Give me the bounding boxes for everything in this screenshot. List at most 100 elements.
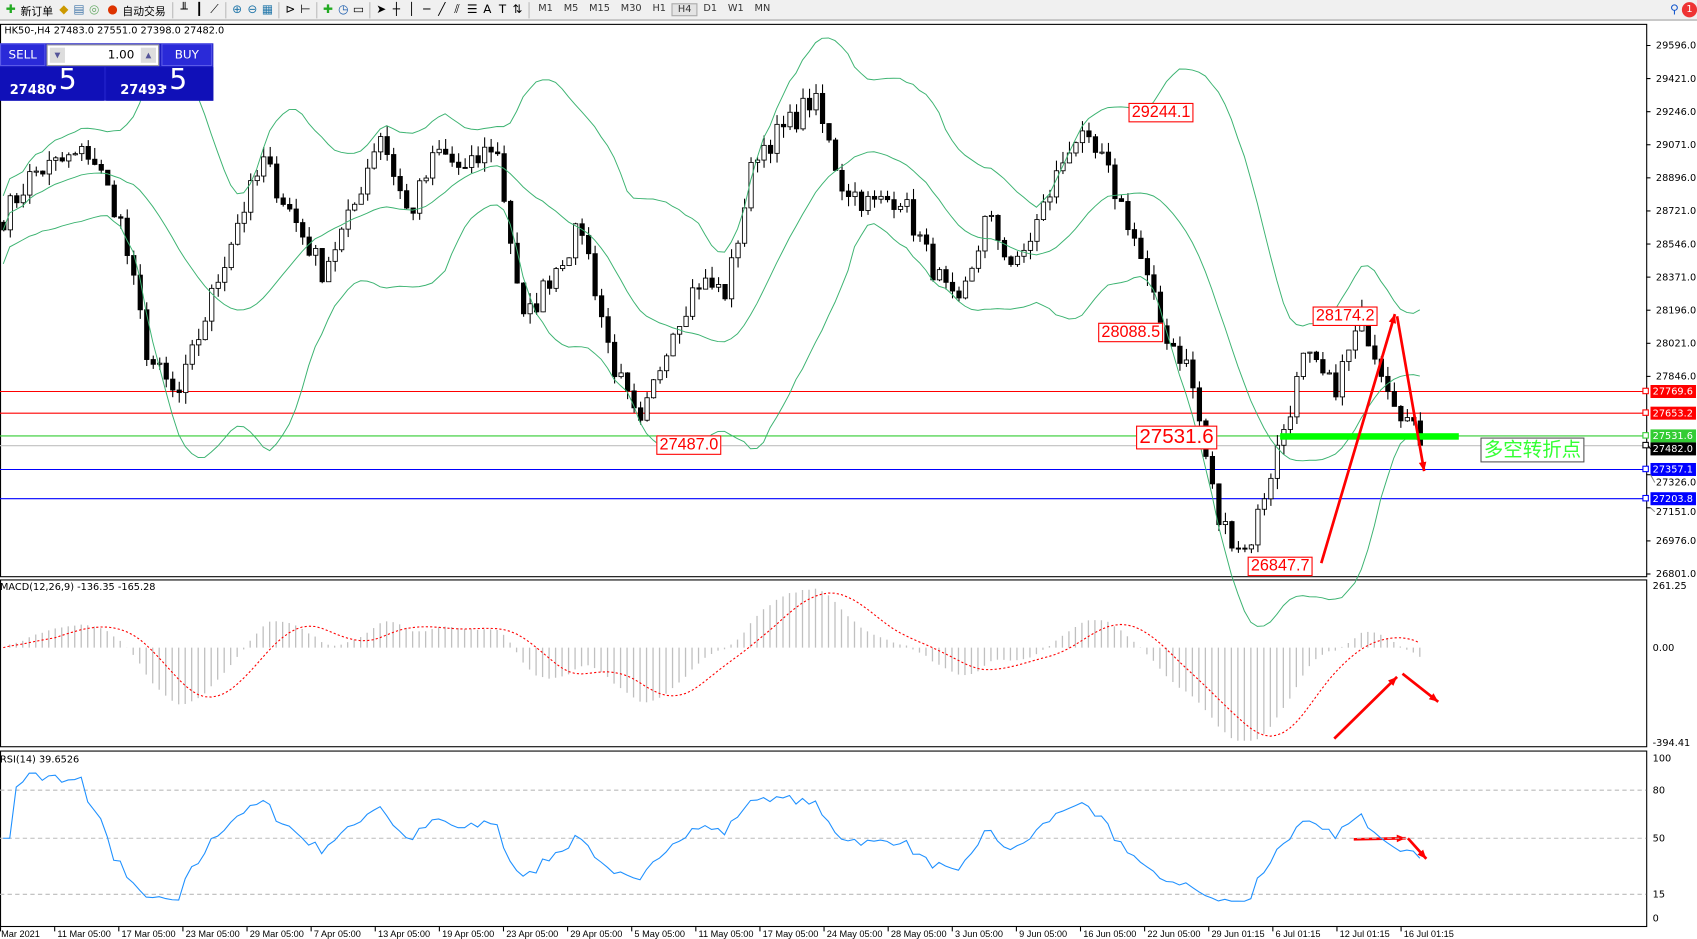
lot-down-icon[interactable]: ▼ xyxy=(49,47,65,63)
bull-candle xyxy=(430,152,436,179)
price-label-turning: 27531.6 xyxy=(1136,425,1217,450)
new-order-button[interactable]: ✚ 新订单 xyxy=(0,0,56,19)
bear-candle xyxy=(59,157,65,162)
sell-price[interactable]: 27480.5 xyxy=(0,64,104,101)
line-chart-icon[interactable]: ⟋ xyxy=(210,2,219,17)
bull-candle xyxy=(787,111,793,128)
autoscroll-icon[interactable]: ⊳ xyxy=(285,2,296,17)
bull-candle xyxy=(1066,152,1073,164)
timeframe-m15[interactable]: M15 xyxy=(589,3,610,15)
bull-candle xyxy=(573,223,579,259)
cursor-icon[interactable]: ➤ xyxy=(376,2,387,17)
bull-candle xyxy=(553,268,559,289)
bull-candle xyxy=(72,153,78,156)
bull-candle xyxy=(1099,151,1105,154)
bear-candle xyxy=(449,153,455,163)
text-label-icon[interactable]: T xyxy=(498,2,507,17)
candlestick-icon[interactable]: ┃ xyxy=(195,2,203,17)
templates-icon[interactable]: ▭ xyxy=(352,2,365,17)
bear-candle xyxy=(163,362,169,380)
channel-icon[interactable]: ⫽ xyxy=(454,2,460,17)
buy-price[interactable]: 27493.5 xyxy=(106,64,214,101)
timeframe-h4[interactable]: H4 xyxy=(671,3,698,17)
bear-candle xyxy=(443,148,449,155)
signal-icon[interactable]: ◎ xyxy=(89,2,100,17)
price-axis-label: 29071.0 xyxy=(1656,140,1696,151)
divider xyxy=(172,1,174,18)
bull-candle xyxy=(936,269,943,281)
bear-candle xyxy=(1372,345,1378,360)
zoom-out-icon[interactable]: ⊖ xyxy=(247,2,258,17)
crosshair-icon[interactable]: ┼ xyxy=(392,2,400,17)
bull-candle xyxy=(345,209,351,230)
price-tag-label: 27357.1 xyxy=(1653,465,1693,476)
price-axis-label: 29596.0 xyxy=(1656,41,1696,52)
time-axis-label: 9 Jun 05:00 xyxy=(1019,929,1067,939)
bull-candle xyxy=(657,370,663,381)
bear-candle xyxy=(488,146,494,153)
search-icon[interactable]: ⚲ xyxy=(1669,2,1679,17)
bar-chart-icon[interactable]: ╨ xyxy=(180,2,188,17)
lot-up-icon[interactable]: ▲ xyxy=(140,47,156,63)
bull-candle xyxy=(735,242,741,259)
timeframe-w1[interactable]: W1 xyxy=(727,3,744,15)
bear-candle xyxy=(858,191,865,211)
chart-shift-icon[interactable]: ⊢ xyxy=(300,2,311,17)
tile-windows-icon[interactable]: ▦ xyxy=(261,2,274,17)
timeframe-h1[interactable]: H1 xyxy=(652,3,666,15)
bear-candle xyxy=(592,253,598,297)
chart-canvas[interactable]: 29596.0 29421.0 29246.0 29071.0 28896.0 28721… xyxy=(0,22,1697,939)
trendline-icon[interactable]: ╱ xyxy=(438,2,446,17)
up-arrow-head xyxy=(1388,314,1396,324)
lot-size-stepper[interactable]: ▼ 1.00 ▲ xyxy=(46,44,160,67)
timeframe-d1[interactable]: D1 xyxy=(703,3,718,15)
bull-candle xyxy=(254,175,260,182)
price-axis-label: 28896.0 xyxy=(1656,173,1696,184)
arrows-icon[interactable]: ⇅ xyxy=(512,2,523,17)
text-icon[interactable]: A xyxy=(483,2,492,17)
bull-candle xyxy=(618,372,624,378)
bull-candle xyxy=(157,362,163,365)
bull-candle xyxy=(878,195,884,200)
notification-icon[interactable]: 1 xyxy=(1681,2,1697,18)
indicators-icon[interactable]: ✚ xyxy=(323,2,334,17)
bear-candle xyxy=(111,184,117,218)
turning-point-bar xyxy=(1280,433,1459,440)
bear-candle xyxy=(1092,136,1099,153)
bear-candle xyxy=(1333,372,1339,398)
timeframe-m1[interactable]: M1 xyxy=(538,3,553,15)
price-axis-label: 26801.0 xyxy=(1656,569,1696,580)
rsi-axis-label: 15 xyxy=(1653,890,1665,901)
bull-candle xyxy=(800,97,806,130)
price-tag-label: 27203.8 xyxy=(1653,494,1693,505)
data-window-icon[interactable]: ▤ xyxy=(73,2,85,17)
zoom-in-icon[interactable]: ⊕ xyxy=(232,2,243,17)
bull-candle xyxy=(1274,444,1280,479)
price-axis-label: 26976.0 xyxy=(1656,536,1696,547)
timeframe-m5[interactable]: M5 xyxy=(563,3,579,15)
timeframe-m30[interactable]: M30 xyxy=(620,3,642,15)
periods-clock-icon[interactable]: ◷ xyxy=(338,2,349,17)
divider xyxy=(316,1,318,18)
rsi-axis-label: 100 xyxy=(1653,753,1672,764)
bull-candle xyxy=(215,281,221,289)
sell-button[interactable]: SELL xyxy=(0,43,46,67)
bull-candle xyxy=(241,211,247,224)
fibonacci-icon[interactable]: ☰ xyxy=(466,2,478,17)
bear-candle xyxy=(118,216,124,219)
bull-candle xyxy=(1352,330,1358,351)
horizontal-line-icon[interactable]: ─ xyxy=(423,2,431,17)
bear-candle xyxy=(410,207,416,214)
timeframe-mn[interactable]: MN xyxy=(754,3,771,15)
bollinger-middle xyxy=(2,151,1420,462)
auto-trading-button[interactable]: ● 自动交易 xyxy=(102,0,169,19)
lot-size-value[interactable]: 1.00 xyxy=(107,47,135,62)
divider xyxy=(528,1,530,18)
market-watch-icon[interactable]: ◆ xyxy=(59,2,69,17)
price-tag xyxy=(1650,442,1696,456)
buy-button[interactable]: BUY xyxy=(161,43,213,67)
bull-candle xyxy=(79,146,85,155)
bull-candle xyxy=(1248,544,1255,550)
vertical-line-icon[interactable]: │ xyxy=(407,2,416,17)
line-handle xyxy=(1642,465,1649,473)
